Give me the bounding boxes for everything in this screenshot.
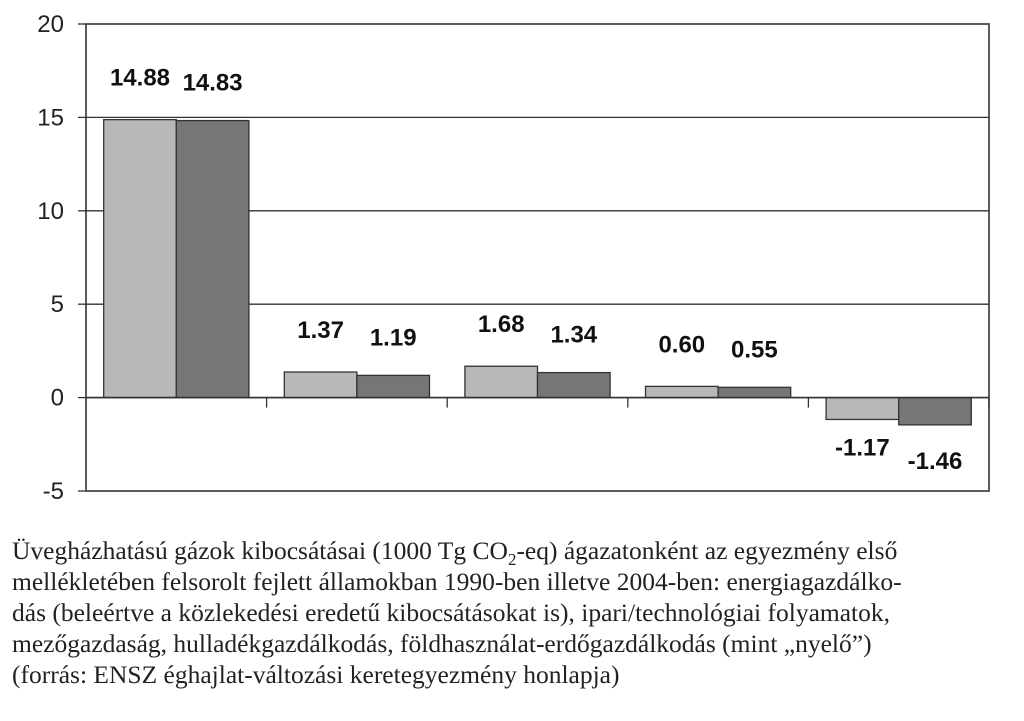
figure-caption: Üvegházhatású gázok kibocsátásai (1000 T… bbox=[12, 535, 1012, 690]
bar-series-1-2 bbox=[283, 371, 358, 399]
data-label: -1.17 bbox=[835, 434, 890, 461]
bar-series-2-4 bbox=[717, 386, 792, 399]
plot-border bbox=[85, 23, 990, 492]
data-label: 14.88 bbox=[110, 65, 170, 92]
caption-subscript: 2 bbox=[507, 550, 517, 569]
data-label: 1.37 bbox=[297, 317, 344, 344]
bar-series-1-3 bbox=[464, 365, 539, 399]
bar-chart: 20 15 10 5 0 -5 14.88 1.37 1.68 0.60 -1.17 14.83 1.… bbox=[37, 11, 990, 505]
data-label: 1.34 bbox=[550, 322, 597, 349]
y-tick-label: 15 bbox=[37, 104, 64, 131]
data-label: 0.55 bbox=[731, 336, 778, 363]
y-tick-label: 0 bbox=[51, 385, 64, 412]
y-tick-label: -5 bbox=[43, 478, 64, 505]
y-tick-label: 5 bbox=[51, 291, 64, 318]
bar-series-2-3 bbox=[536, 371, 611, 399]
caption-line-1-pre: Üvegházhatású gázok kibocsátásai (1000 T… bbox=[12, 536, 508, 565]
data-labels: 14.88 1.37 1.68 0.60 -1.17 14.83 1.19 1.34 0.55 -… bbox=[110, 65, 962, 475]
y-tick-labels: 20 15 10 5 0 -5 bbox=[37, 11, 64, 505]
bars bbox=[103, 118, 972, 426]
data-label: 14.83 bbox=[183, 70, 243, 97]
bar-series-1-1 bbox=[103, 118, 177, 399]
axes bbox=[78, 23, 990, 492]
bar-series-2-5 bbox=[898, 396, 972, 426]
caption-line-2: mellékletében felsorolt fejlett államokb… bbox=[12, 567, 902, 596]
caption-line-3: dás (beleértve a közlekedési eredetű kib… bbox=[12, 598, 890, 627]
caption-line-5: (forrás: ENSZ éghajlat-változási kereteg… bbox=[12, 660, 620, 689]
caption-line-1-post: -eq) ágazatonként az egyezmény első bbox=[516, 536, 898, 565]
data-label: 1.19 bbox=[370, 324, 417, 351]
data-label: -1.46 bbox=[908, 448, 963, 475]
caption-line-4: mezőgazdaság, hulladékgazdálkodás, földh… bbox=[12, 629, 872, 658]
bar-series-2-2 bbox=[356, 374, 431, 399]
data-label: 1.68 bbox=[478, 311, 525, 338]
bar-series-2-1 bbox=[175, 119, 250, 399]
bar-series-1-5 bbox=[825, 396, 900, 421]
bar-series-1-4 bbox=[644, 385, 719, 399]
caption-line-1: Üvegházhatású gázok kibocsátásai (1000 T… bbox=[12, 535, 1012, 569]
y-tick-label: 20 bbox=[37, 11, 64, 38]
data-label: 0.60 bbox=[658, 331, 705, 358]
y-tick-label: 10 bbox=[37, 198, 64, 225]
